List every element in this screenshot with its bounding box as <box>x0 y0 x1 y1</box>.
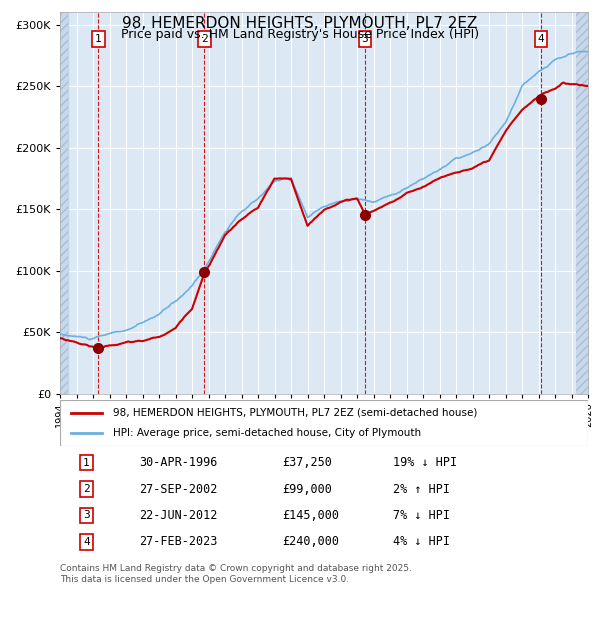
Text: 2: 2 <box>83 484 90 494</box>
Text: 1: 1 <box>83 458 90 467</box>
Text: 3: 3 <box>83 510 90 520</box>
Text: 27-SEP-2002: 27-SEP-2002 <box>139 482 218 495</box>
Text: 2% ↑ HPI: 2% ↑ HPI <box>392 482 449 495</box>
Text: 4: 4 <box>83 537 90 547</box>
Text: 2: 2 <box>201 34 208 44</box>
Text: £37,250: £37,250 <box>282 456 332 469</box>
Text: £240,000: £240,000 <box>282 535 339 548</box>
Text: 98, HEMERDON HEIGHTS, PLYMOUTH, PL7 2EZ (semi-detached house): 98, HEMERDON HEIGHTS, PLYMOUTH, PL7 2EZ … <box>113 408 477 418</box>
Text: 22-JUN-2012: 22-JUN-2012 <box>139 509 218 522</box>
Text: Contains HM Land Registry data © Crown copyright and database right 2025.
This d: Contains HM Land Registry data © Crown c… <box>60 564 412 583</box>
Text: HPI: Average price, semi-detached house, City of Plymouth: HPI: Average price, semi-detached house,… <box>113 428 421 438</box>
FancyBboxPatch shape <box>60 400 588 446</box>
Bar <box>60 12 68 394</box>
Text: 7% ↓ HPI: 7% ↓ HPI <box>392 509 449 522</box>
Text: 19% ↓ HPI: 19% ↓ HPI <box>392 456 457 469</box>
Text: 98, HEMERDON HEIGHTS, PLYMOUTH, PL7 2EZ: 98, HEMERDON HEIGHTS, PLYMOUTH, PL7 2EZ <box>122 16 478 30</box>
Text: 4: 4 <box>538 34 545 44</box>
Text: £145,000: £145,000 <box>282 509 339 522</box>
Text: £99,000: £99,000 <box>282 482 332 495</box>
Text: 1: 1 <box>95 34 102 44</box>
Text: Price paid vs. HM Land Registry's House Price Index (HPI): Price paid vs. HM Land Registry's House … <box>121 28 479 41</box>
Text: 4% ↓ HPI: 4% ↓ HPI <box>392 535 449 548</box>
Text: 30-APR-1996: 30-APR-1996 <box>139 456 218 469</box>
Bar <box>577 12 588 394</box>
Text: 3: 3 <box>361 34 368 44</box>
Text: 27-FEB-2023: 27-FEB-2023 <box>139 535 218 548</box>
